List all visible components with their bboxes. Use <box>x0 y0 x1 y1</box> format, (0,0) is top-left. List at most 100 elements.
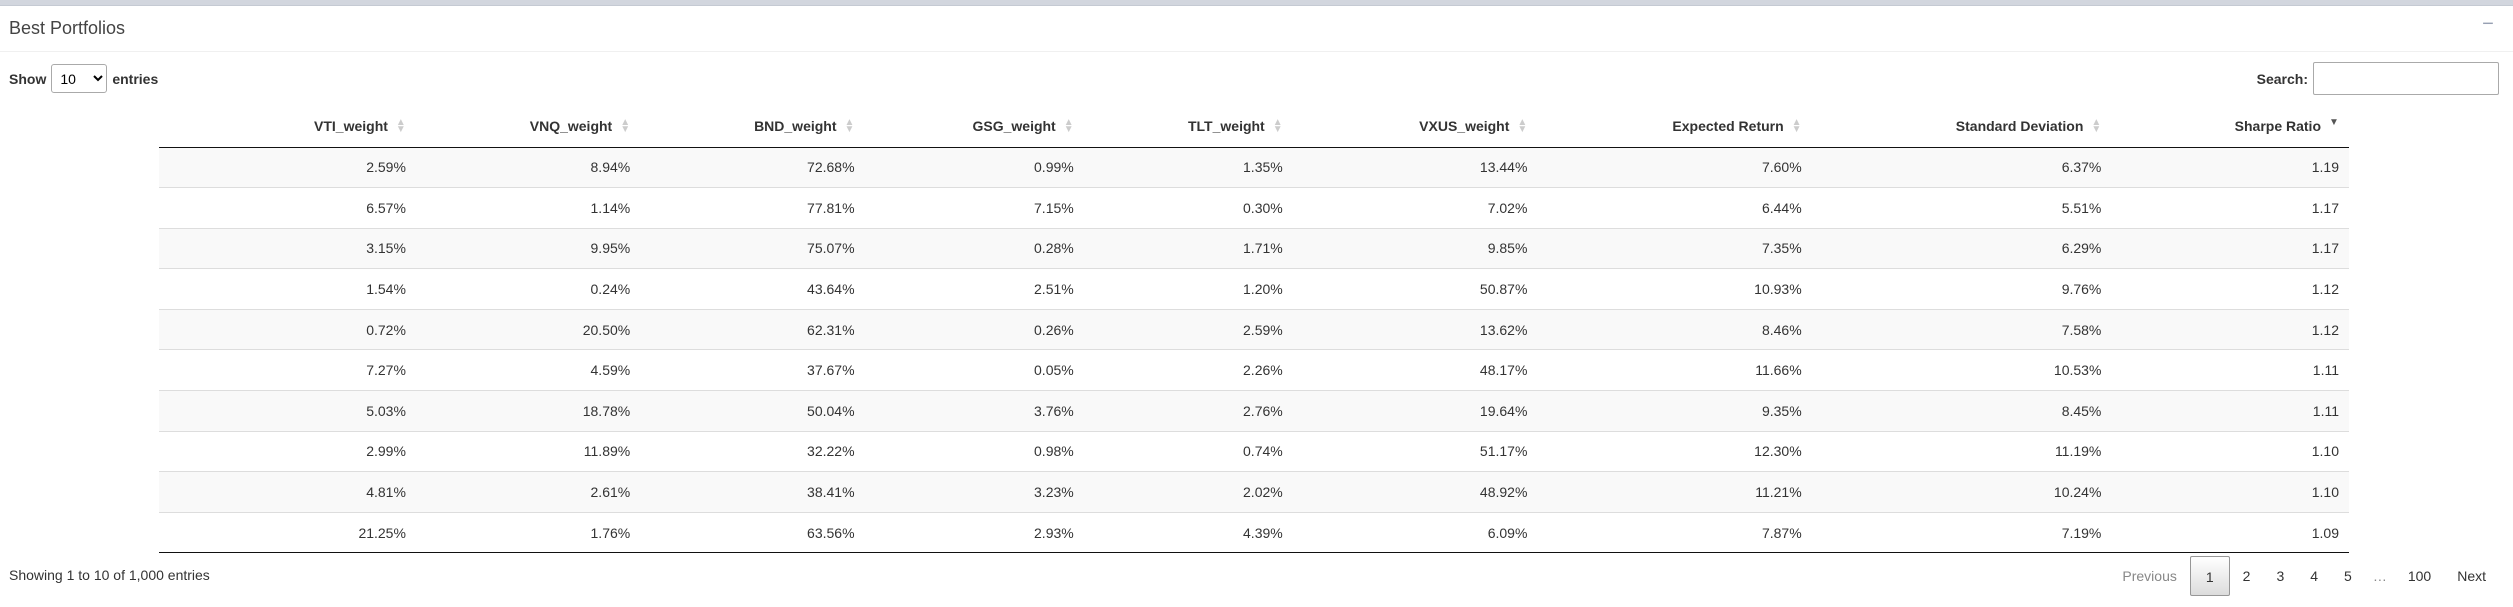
sort-icon: ▲ ▼ <box>1517 117 1528 135</box>
table-row[interactable]: 2.59% 8.94% 72.68% 0.99% 1.35% 13.44% 7.60% 6.3… <box>159 146 2349 188</box>
table-cell: 9.35% <box>1537 390 1812 432</box>
table-cell: 3.76% <box>864 390 1084 432</box>
table-cell: 0.98% <box>864 430 1084 472</box>
table-cell: 0.74% <box>1083 430 1293 472</box>
column-header-label: GSG_weight <box>972 118 1056 135</box>
table-cell: 11.19% <box>1811 430 2112 472</box>
table-cell: 7.60% <box>1537 146 1812 188</box>
table-cell: 1.14% <box>415 187 641 229</box>
column-header[interactable]: VXUS_weight ▲ ▼ <box>1292 106 1538 148</box>
previous-page-button[interactable]: Previous <box>2122 568 2177 584</box>
table-cell: 1.10 <box>2111 430 2349 472</box>
column-header[interactable]: VNQ_weight ▲ ▼ <box>415 106 641 148</box>
table-cell: 2.02% <box>1083 471 1293 513</box>
table-row[interactable]: 4.81% 2.61% 38.41% 3.23% 2.02% 48.92% 11.21% 10… <box>159 471 2349 513</box>
table-row[interactable]: 7.27% 4.59% 37.67% 0.05% 2.26% 48.17% 11.66% 10… <box>159 349 2349 391</box>
table-cell: 1.09 <box>2111 511 2349 554</box>
table-cell: 9.95% <box>415 227 641 269</box>
table-cell: 1.19 <box>2111 146 2349 188</box>
table-cell: 10.93% <box>1537 268 1812 310</box>
page-button[interactable]: 2 <box>2242 568 2251 584</box>
column-header[interactable]: Standard Deviation ▲ ▼ <box>1811 106 2112 148</box>
table-cell: 5.03% <box>159 390 416 432</box>
current-page-button[interactable]: 1 <box>2189 556 2230 596</box>
column-header-label: Expected Return <box>1672 118 1784 135</box>
table-cell: 0.05% <box>864 349 1084 391</box>
table-cell: 5.51% <box>1811 187 2112 229</box>
pagination-ellipsis: … <box>2372 568 2387 584</box>
table-cell: 48.92% <box>1292 471 1538 513</box>
table-cell: 1.54% <box>159 268 416 310</box>
page-button[interactable]: 4 <box>2310 568 2319 584</box>
table-row[interactable]: 0.72% 20.50% 62.31% 0.26% 2.59% 13.62% 8.46% 7.… <box>159 308 2349 350</box>
table-row[interactable]: 1.54% 0.24% 43.64% 2.51% 1.20% 50.87% 10.93% 9.… <box>159 268 2349 310</box>
column-header[interactable]: VTI_weight ▲ ▼ <box>159 106 416 148</box>
table-cell: 4.81% <box>159 471 416 513</box>
table-cell: 0.72% <box>159 308 416 350</box>
table-row[interactable]: 5.03% 18.78% 50.04% 3.76% 2.76% 19.64% 9.35% 8.… <box>159 390 2349 432</box>
table-cell: 7.02% <box>1292 187 1538 229</box>
table-cell: 2.51% <box>864 268 1084 310</box>
sort-desc-icon: ▼ <box>2329 117 2339 128</box>
column-header[interactable]: GSG_weight ▲ ▼ <box>864 106 1084 148</box>
entries-per-page-select[interactable]: 10 <box>51 64 108 93</box>
table-cell: 12.30% <box>1537 430 1812 472</box>
table-cell: 1.10 <box>2111 471 2349 513</box>
portfolios-table: VTI_weight ▲ ▼ VNQ_weight ▲ ▼ BND_weight ▲ ▼ GSG_… <box>159 106 2349 554</box>
table-info: Showing 1 to 10 of 1,000 entries <box>9 567 210 583</box>
table-cell: 9.85% <box>1292 227 1538 269</box>
sort-icon: ▲ ▼ <box>1063 117 1074 135</box>
collapse-button[interactable]: − <box>2482 13 2494 35</box>
table-cell: 2.26% <box>1083 349 1293 391</box>
table-cell: 11.21% <box>1537 471 1812 513</box>
column-header-label: VNQ_weight <box>529 118 613 135</box>
table-cell: 1.76% <box>415 511 641 554</box>
column-header[interactable]: BND_weight ▲ ▼ <box>640 106 865 148</box>
table-cell: 50.04% <box>640 390 865 432</box>
column-header[interactable]: Expected Return ▲ ▼ <box>1537 106 1812 148</box>
table-cell: 2.61% <box>415 471 641 513</box>
column-header-label: VTI_weight <box>314 118 388 135</box>
page-button[interactable]: 3 <box>2276 568 2285 584</box>
table-cell: 32.22% <box>640 430 865 472</box>
column-header-label: Standard Deviation <box>1955 118 2084 135</box>
table-cell: 1.35% <box>1083 146 1293 188</box>
table-cell: 9.76% <box>1811 268 2112 310</box>
panel-header: Best Portfolios − <box>0 6 2513 52</box>
column-header[interactable]: TLT_weight ▲ ▼ <box>1083 106 1293 148</box>
table-cell: 1.11 <box>2111 390 2349 432</box>
table-cell: 1.20% <box>1083 268 1293 310</box>
pagination: Previous 1 2 3 4 5 … 100 Next <box>2109 556 2499 596</box>
table-cell: 8.45% <box>1811 390 2112 432</box>
search-input[interactable] <box>2313 62 2499 95</box>
table-cell: 50.87% <box>1292 268 1538 310</box>
table-cell: 0.26% <box>864 308 1084 350</box>
table-row[interactable]: 3.15% 9.95% 75.07% 0.28% 1.71% 9.85% 7.35% 6.29… <box>159 227 2349 269</box>
table-cell: 7.35% <box>1537 227 1812 269</box>
table-cell: 8.46% <box>1537 308 1812 350</box>
sort-icon: ▲ ▼ <box>844 117 855 135</box>
table-header-row: VTI_weight ▲ ▼ VNQ_weight ▲ ▼ BND_weight ▲ ▼ GSG_… <box>159 106 2349 148</box>
table-cell: 3.15% <box>159 227 416 269</box>
table-cell: 6.29% <box>1811 227 2112 269</box>
length-prefix-label: Show <box>9 70 47 87</box>
table-cell: 11.66% <box>1537 349 1812 391</box>
column-header[interactable]: Sharpe Ratio ▼ <box>2111 106 2349 148</box>
column-header-label: Sharpe Ratio <box>2234 118 2321 135</box>
table-cell: 2.99% <box>159 430 416 472</box>
table-cell: 1.17 <box>2111 227 2349 269</box>
page-button[interactable]: 5 <box>2344 568 2352 584</box>
table-cell: 4.59% <box>415 349 641 391</box>
table-cell: 21.25% <box>159 511 416 554</box>
table-row[interactable]: 6.57% 1.14% 77.81% 7.15% 0.30% 7.02% 6.44% 5.51… <box>159 187 2349 229</box>
table-row[interactable]: 21.25% 1.76% 63.56% 2.93% 4.39% 6.09% 7.87% 7.1… <box>159 511 2349 554</box>
next-page-button[interactable]: Next <box>2457 568 2486 584</box>
table-cell: 38.41% <box>640 471 865 513</box>
last-page-button[interactable]: 100 <box>2407 568 2432 584</box>
table-cell: 1.17 <box>2111 187 2349 229</box>
table-cell: 2.59% <box>159 146 416 188</box>
search-label: Search: <box>2256 70 2308 87</box>
table-cell: 0.24% <box>415 268 641 310</box>
table-cell: 7.15% <box>864 187 1084 229</box>
table-row[interactable]: 2.99% 11.89% 32.22% 0.98% 0.74% 51.17% 12.30% 1… <box>159 430 2349 472</box>
